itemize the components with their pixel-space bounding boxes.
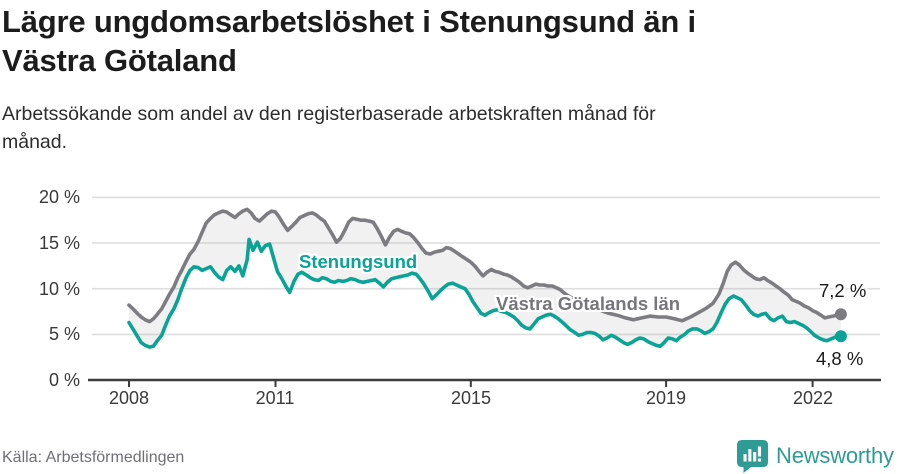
newsworthy-logo-text: Newsworthy — [776, 443, 894, 468]
y-tick-label: 10 % — [38, 279, 80, 299]
series-end-dot-1 — [834, 330, 847, 343]
series-label-vastra-gotalands-lan: Västra Götalands län — [496, 293, 681, 314]
series-end-dot-0 — [834, 308, 847, 321]
series-line-0 — [127, 207, 843, 324]
end-value-label-stenungsund: 4,8 % — [816, 348, 864, 369]
newsworthy-logo: Newsworthy — [736, 438, 894, 474]
x-tick-label: 2022 — [792, 388, 834, 408]
page-title-line-2: Västra Götaland — [2, 43, 237, 78]
page-title-line-1: Lägre ungdomsarbetslöshet i Stenungsund … — [2, 4, 696, 39]
y-tick-label: 0 % — [48, 370, 80, 390]
source-note: Källa: Arbetsförmedlingen — [2, 449, 185, 466]
series-label-stenungsund: Stenungsund — [299, 251, 418, 272]
series-gap-band — [129, 209, 841, 348]
x-tick-label: 2019 — [645, 388, 687, 408]
page-title: Lägre ungdomsarbetslöshet i Stenungsund … — [2, 2, 882, 80]
x-tick-label: 2011 — [255, 388, 295, 408]
page-subtitle-line-2: månad. — [2, 131, 68, 153]
series-line-1 — [127, 237, 843, 349]
y-tick-label: 15 % — [38, 233, 80, 253]
x-tick-label: 2015 — [450, 388, 492, 408]
newsworthy-bubble-bar-chart-icon — [736, 439, 769, 473]
x-tick-label: 2008 — [108, 388, 150, 408]
y-tick-label: 20 % — [38, 187, 80, 207]
page-subtitle: Arbetssökande som andel av den registerb… — [2, 100, 842, 156]
end-value-label-vastra-gotalands-lan: 7,2 % — [819, 280, 867, 301]
y-tick-label: 5 % — [48, 324, 80, 344]
page-subtitle-line-1: Arbetssökande som andel av den registerb… — [2, 103, 656, 125]
